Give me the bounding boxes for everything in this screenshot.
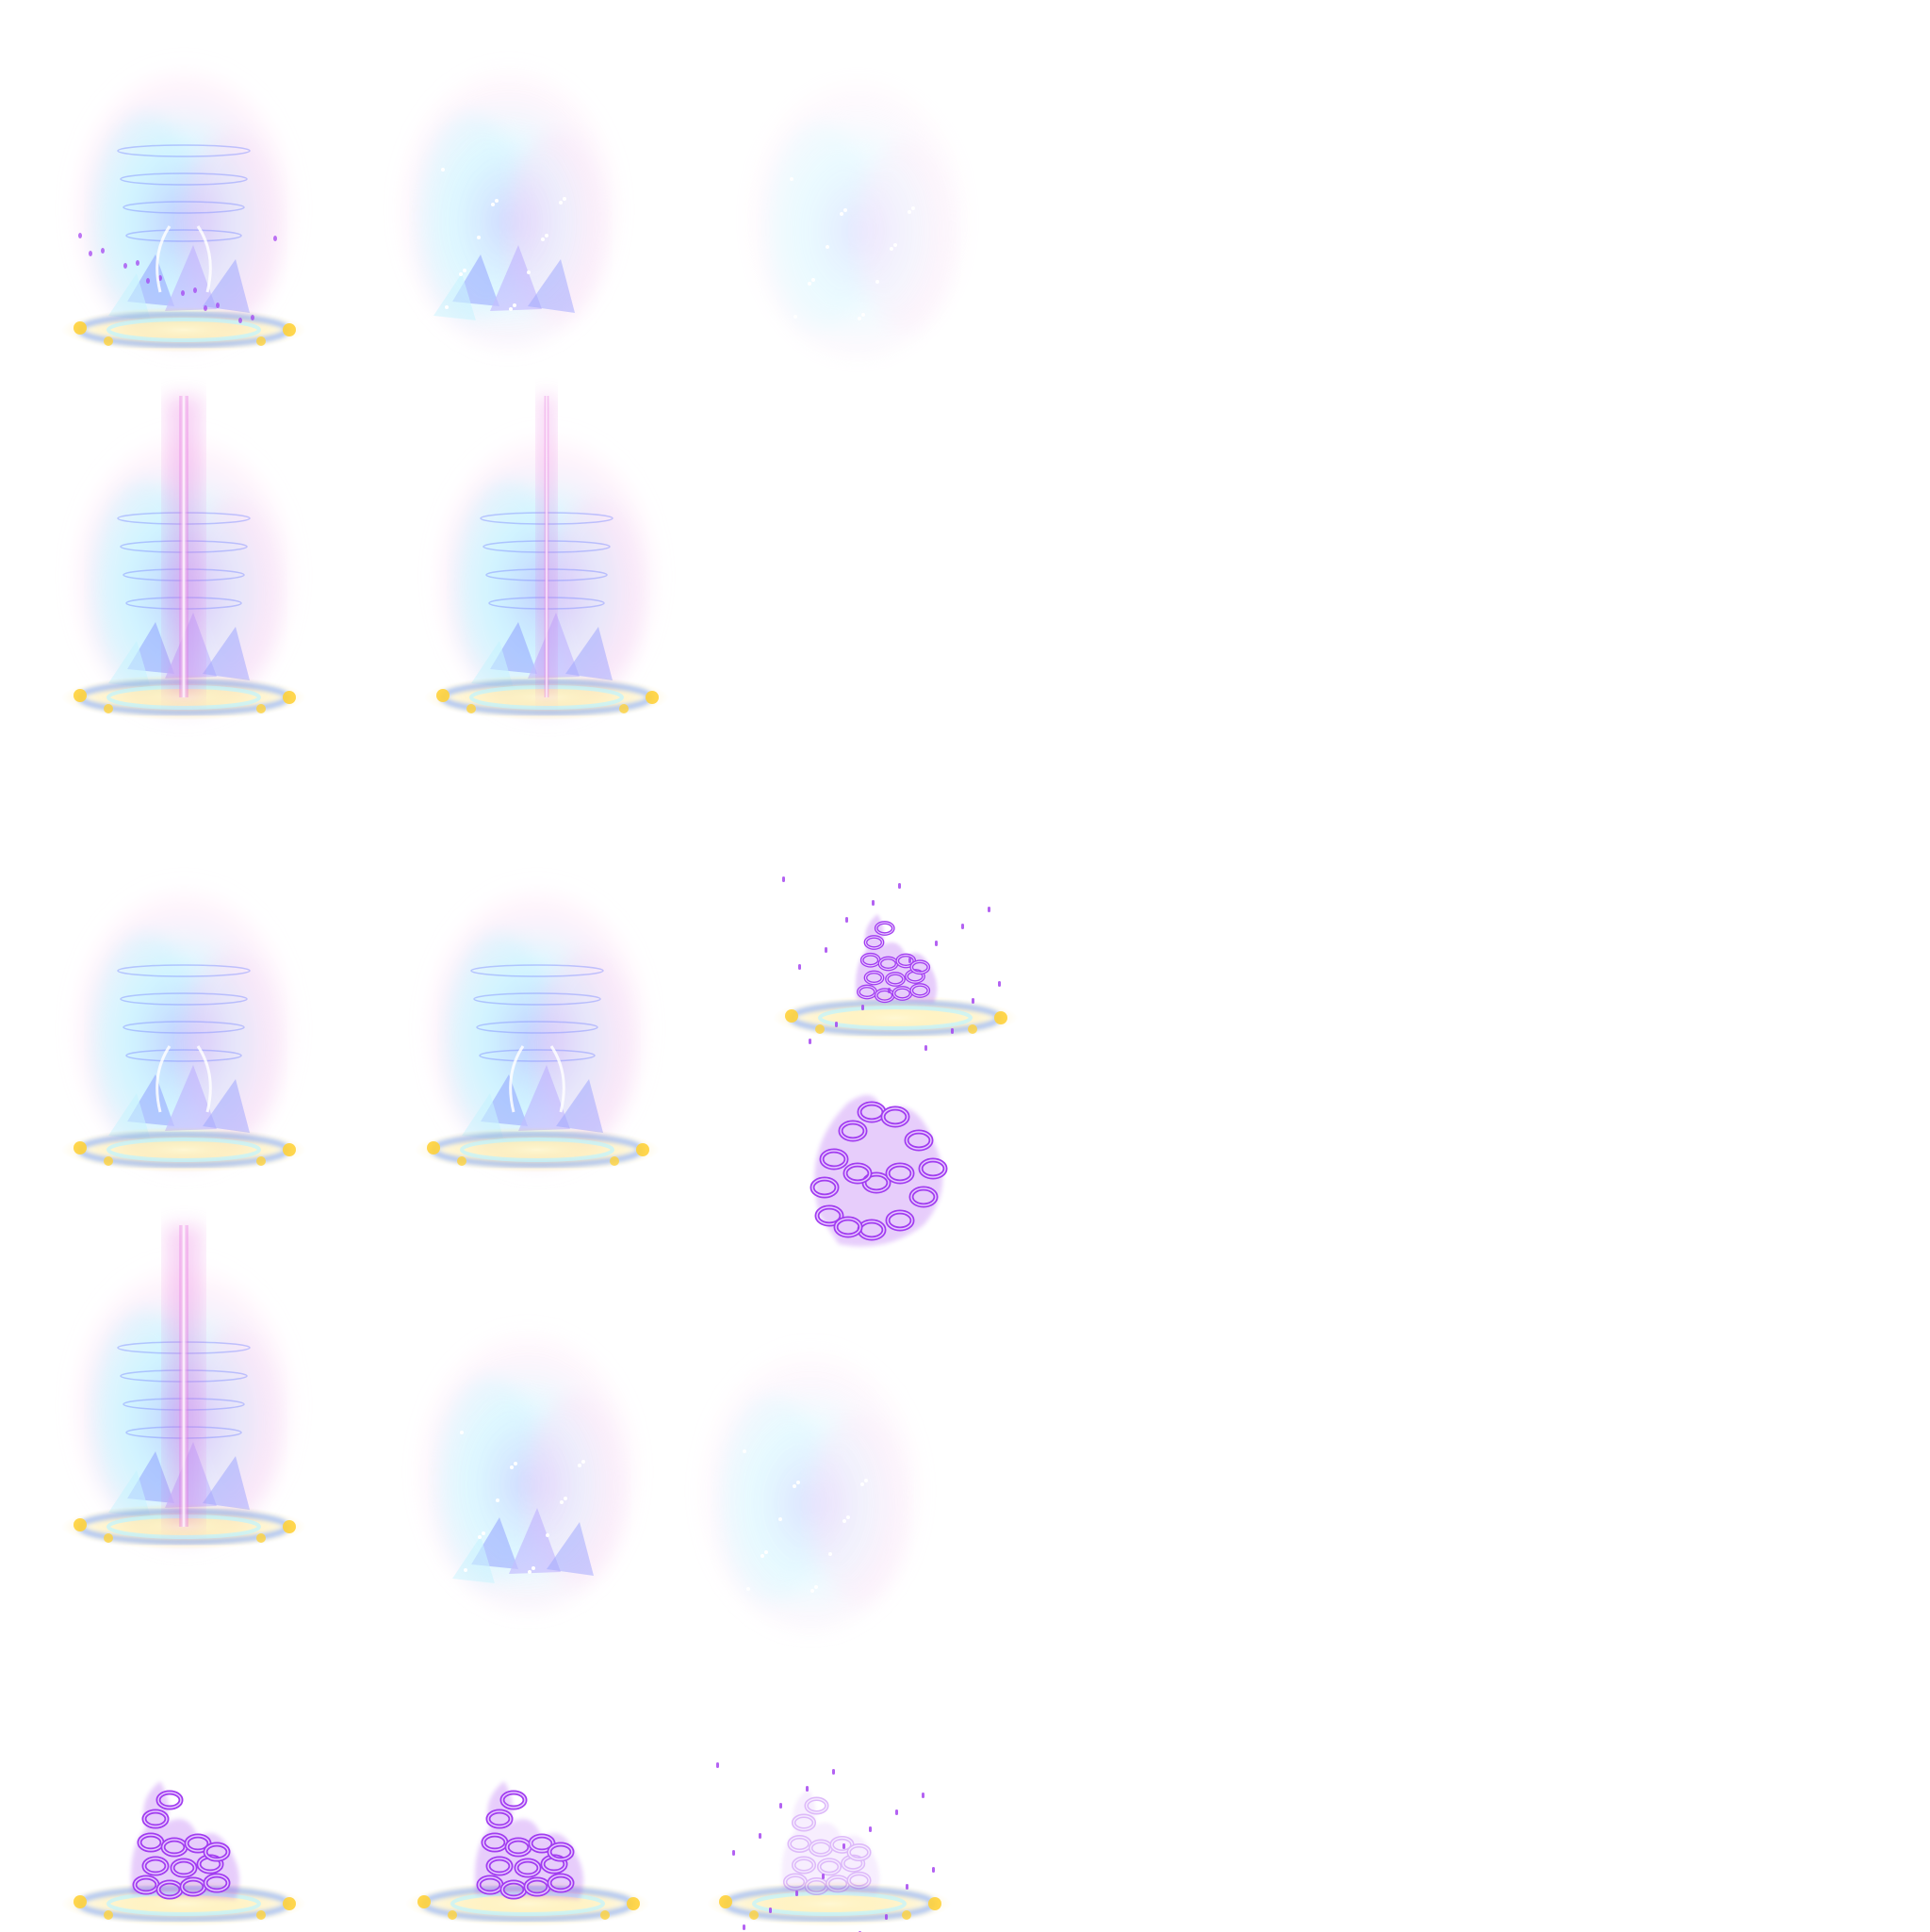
frame-aura-full: [42, 47, 325, 358]
frame-art: [61, 1225, 306, 1549]
crystal-shards: [108, 1065, 250, 1140]
frame-art: [773, 876, 1018, 1051]
frame-art: [61, 396, 306, 720]
frame-art: [707, 1762, 952, 1932]
frame-art: [405, 1781, 650, 1926]
frame-chain-ground-3: [386, 1621, 669, 1932]
aura-glow: [419, 1329, 636, 1612]
aura-glow: [702, 1348, 919, 1630]
aura-glow: [75, 66, 292, 349]
frame-aura-rings-2: [396, 867, 679, 1178]
frame-art: [810, 1095, 948, 1247]
frame-chain-ground: [754, 735, 1037, 1051]
crystal-shards: [108, 245, 250, 320]
purple-particles: [716, 1762, 935, 1932]
sparkles: [790, 177, 915, 320]
ground-sigil: [415, 1127, 660, 1172]
ground-sigil: [773, 995, 1018, 1040]
chain-flames: [856, 914, 938, 1004]
frame-chain-swirl: [735, 980, 1018, 1291]
crystal-shards: [452, 1508, 594, 1583]
frame-aura-faint-2: [669, 1329, 952, 1640]
frame-art: [61, 66, 306, 352]
chain-flames: [131, 1781, 239, 1900]
frame-art: [749, 75, 966, 358]
crystal-shards: [433, 245, 575, 320]
light-beam: [537, 396, 556, 697]
frame-art: [424, 396, 669, 720]
frame-art: [419, 1329, 636, 1612]
aura-glow: [429, 886, 646, 1169]
ground-sigil: [61, 307, 306, 352]
aura-glow: [749, 75, 966, 358]
frame-beam-wide: [42, 396, 325, 726]
spirit-horns: [509, 1045, 565, 1113]
frame-art: [401, 66, 617, 349]
frame-art: [61, 1781, 306, 1926]
sparkles: [743, 1449, 868, 1593]
halo-rings: [117, 964, 251, 1062]
halo-rings: [117, 144, 251, 242]
frame-aura-faint: [716, 57, 999, 368]
frame-aura-fade-2: [386, 1310, 669, 1621]
halo-rings: [470, 964, 604, 1062]
ember-sparks: [78, 233, 277, 323]
chain-flames: [475, 1781, 583, 1900]
light-beam: [165, 1225, 203, 1527]
frame-art: [61, 886, 306, 1172]
frame-beam-wide-2: [42, 1225, 325, 1555]
ground-sigil: [61, 1127, 306, 1172]
chain-swirl: [810, 1095, 948, 1247]
chain-flames: [781, 1789, 880, 1895]
sparkles: [441, 168, 566, 311]
aura-glow: [75, 886, 292, 1169]
purple-particles: [782, 876, 1001, 1051]
frame-chain-ground-faded: [688, 1621, 971, 1932]
sparkles: [460, 1431, 585, 1574]
frame-aura-fade: [368, 47, 650, 358]
spirit-horns: [155, 1045, 212, 1113]
frame-chain-ground-2: [42, 1621, 325, 1932]
crystal-shards: [462, 1065, 603, 1140]
frame-beam-thin: [405, 396, 688, 726]
frame-aura-rings: [42, 867, 325, 1178]
aura-glow: [401, 66, 617, 349]
frame-art: [702, 1348, 919, 1630]
spirit-horns: [155, 225, 212, 293]
frame-art: [415, 886, 660, 1172]
light-beam: [165, 396, 203, 697]
